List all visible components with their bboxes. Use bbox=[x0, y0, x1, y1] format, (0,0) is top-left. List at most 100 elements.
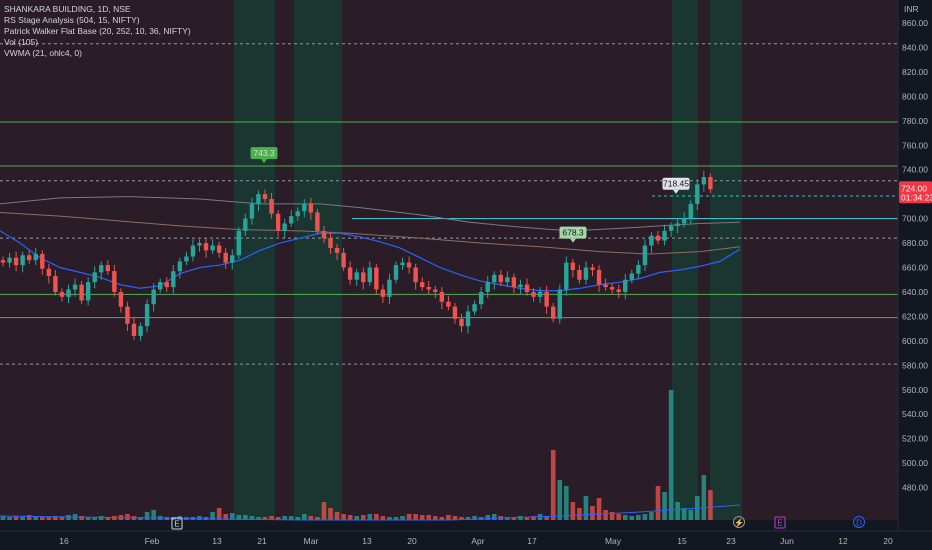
candle-11 bbox=[72, 278, 78, 297]
volume-bar-1 bbox=[7, 517, 12, 520]
candle-body-61 bbox=[400, 262, 405, 266]
volume-bar-81 bbox=[531, 516, 536, 520]
volume-bar-99 bbox=[649, 512, 654, 520]
marker-718: 718.45 bbox=[662, 177, 690, 194]
legend-indicator-vwma: VWMA (21, ohlc4, 0) bbox=[4, 48, 82, 58]
candle-63 bbox=[413, 263, 418, 290]
candle-15 bbox=[99, 261, 104, 280]
candle-52 bbox=[341, 247, 346, 272]
marker-743: 743.3 bbox=[250, 147, 278, 164]
candle-body-47 bbox=[308, 203, 314, 213]
candle-body-99 bbox=[649, 235, 654, 246]
volume-bar-54 bbox=[354, 516, 359, 520]
candle-body-8 bbox=[53, 276, 58, 292]
candle-99 bbox=[649, 232, 654, 253]
volume-bar-16 bbox=[105, 517, 111, 520]
candle-body-62 bbox=[406, 262, 412, 268]
candle-102 bbox=[668, 222, 674, 237]
volume-bar-9 bbox=[59, 517, 65, 520]
candle-17 bbox=[112, 265, 117, 297]
price-tag bbox=[899, 181, 932, 204]
candle-body-10 bbox=[66, 289, 71, 297]
earnings-icon-glyph: E bbox=[174, 520, 179, 529]
candle-28 bbox=[184, 251, 189, 266]
candle-36 bbox=[236, 227, 241, 259]
y-tick-label-15: 560.00 bbox=[902, 385, 928, 395]
volume-bar-42 bbox=[275, 517, 281, 520]
candle-3 bbox=[20, 251, 25, 273]
x-tick-label-10: 15 bbox=[677, 536, 687, 546]
candle-53 bbox=[347, 261, 353, 285]
candle-101 bbox=[662, 224, 667, 246]
volume-bar-19 bbox=[125, 514, 130, 520]
candle-69 bbox=[452, 302, 458, 324]
x-tick-label-9: May bbox=[605, 536, 622, 546]
volume-bar-62 bbox=[406, 514, 412, 520]
volume-bar-97 bbox=[636, 515, 641, 520]
candle-body-56 bbox=[367, 267, 372, 283]
earnings-icon: E bbox=[171, 517, 183, 530]
y-tick-label-18: 500.00 bbox=[902, 458, 928, 468]
candle-64 bbox=[420, 277, 425, 291]
volume-bar-70 bbox=[459, 517, 464, 520]
candle-body-67 bbox=[439, 291, 445, 302]
candle-72 bbox=[472, 300, 477, 316]
volume-bar-48 bbox=[315, 517, 320, 520]
candle-body-83 bbox=[544, 291, 549, 307]
candle-body-86 bbox=[564, 262, 569, 290]
candle-body-54 bbox=[354, 272, 359, 280]
candle-59 bbox=[387, 273, 392, 305]
candle-65 bbox=[426, 280, 431, 295]
candle-93 bbox=[609, 283, 615, 295]
candle-body-76 bbox=[498, 274, 503, 283]
x-tick-label-1: Feb bbox=[145, 536, 160, 546]
candle-body-73 bbox=[478, 291, 484, 305]
legend: SHANKARA BUILDING, 1D, NSE RS Stage Anal… bbox=[4, 4, 191, 59]
volume-bar-21 bbox=[138, 517, 143, 520]
candle-body-59 bbox=[387, 279, 392, 297]
candle-30 bbox=[197, 239, 202, 252]
candle-body-18 bbox=[118, 291, 124, 307]
volume-bar-107 bbox=[701, 475, 707, 520]
volume-bar-7 bbox=[46, 517, 52, 520]
candle-13 bbox=[85, 277, 91, 306]
candle-37 bbox=[243, 213, 248, 236]
candle-body-4 bbox=[27, 255, 32, 261]
volume-bar-67 bbox=[439, 517, 445, 520]
candle-1 bbox=[7, 252, 12, 268]
volume-bar-46 bbox=[302, 514, 307, 520]
y-tick-label-6: 740.00 bbox=[902, 165, 928, 175]
candle-body-2 bbox=[13, 257, 19, 266]
volume-bar-79 bbox=[518, 516, 523, 520]
candle-body-104 bbox=[682, 218, 687, 224]
candle-body-30 bbox=[197, 243, 202, 246]
candle-104 bbox=[682, 212, 687, 228]
volume-bar-93 bbox=[609, 512, 615, 520]
candle-body-11 bbox=[72, 284, 78, 290]
volume-bar-52 bbox=[341, 514, 346, 520]
volume-bar-75 bbox=[491, 514, 497, 520]
volume-bar-104 bbox=[681, 508, 687, 520]
marker-743-box bbox=[250, 147, 278, 160]
y-tick-label-10: 660.00 bbox=[902, 263, 928, 273]
candle-body-79 bbox=[518, 284, 523, 288]
volume-bar-33 bbox=[216, 508, 222, 520]
volume-bar-4 bbox=[26, 515, 32, 520]
y-tick-label-0: 860.00 bbox=[902, 18, 928, 28]
candle-body-55 bbox=[361, 272, 366, 283]
y-tick-label-11: 640.00 bbox=[902, 287, 928, 297]
candle-body-77 bbox=[505, 277, 510, 283]
candle-62 bbox=[406, 256, 412, 274]
volume-bar-44 bbox=[288, 516, 294, 520]
candle-8 bbox=[53, 269, 58, 296]
volume-bar-100 bbox=[655, 486, 661, 520]
dividend-bolt-icon-glyph: ⚡ bbox=[734, 518, 744, 528]
volume-bar-59 bbox=[387, 517, 392, 520]
candle-body-71 bbox=[465, 311, 471, 327]
volume-bar-15 bbox=[98, 516, 104, 520]
candle-95 bbox=[623, 273, 628, 300]
candle-body-3 bbox=[20, 255, 25, 266]
candle-body-92 bbox=[603, 284, 608, 288]
candle-57 bbox=[374, 263, 379, 295]
